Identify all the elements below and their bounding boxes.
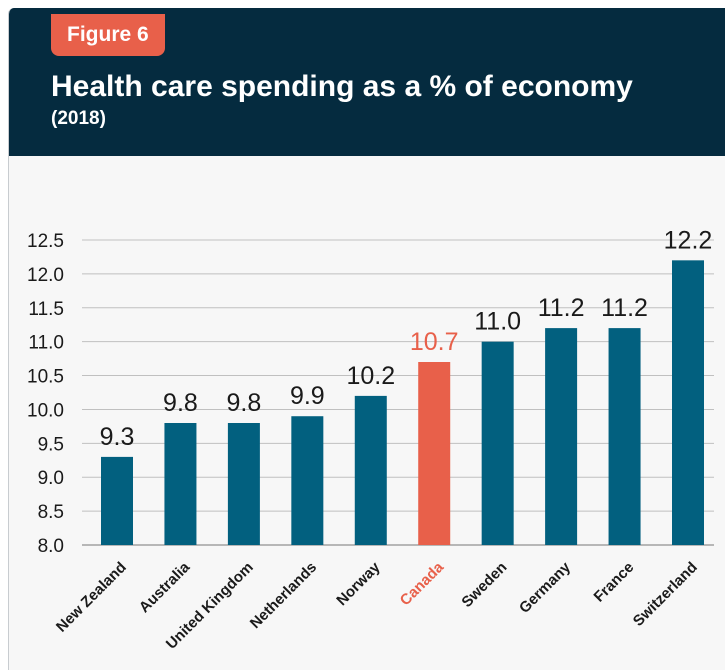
data-label: 10.7 <box>410 328 459 356</box>
y-tick-label: 12.5 <box>27 231 64 252</box>
bar <box>164 423 197 545</box>
bar <box>481 341 514 545</box>
y-tick-label: 10.5 <box>27 367 64 388</box>
figure-card: Figure 6 Health care spending as a % of … <box>8 8 725 670</box>
y-tick-label: 11.0 <box>28 333 64 354</box>
bar <box>101 456 133 545</box>
bar <box>545 328 578 545</box>
y-tick-label: 8.5 <box>38 502 64 523</box>
data-label: 9.8 <box>227 389 262 417</box>
y-tick-label: 9.0 <box>38 468 64 489</box>
figure-label-badge: Figure 6 <box>51 14 165 56</box>
y-tick-label: 9.5 <box>38 434 64 455</box>
data-label: 11.2 <box>601 294 648 322</box>
data-label: 9.3 <box>100 423 135 451</box>
bar <box>291 416 324 545</box>
x-tick-label: France <box>591 559 638 606</box>
data-label: 12.2 <box>664 226 713 254</box>
y-tick-label: 10.0 <box>27 400 64 421</box>
x-tick-label: Canada <box>397 558 448 609</box>
x-tick-label: Australia <box>136 558 194 616</box>
data-label: 9.9 <box>290 382 325 410</box>
bar <box>354 395 387 545</box>
x-tick-label: Switzerland <box>630 559 701 630</box>
data-label: 9.8 <box>163 389 198 417</box>
y-tick-label: 11.5 <box>28 299 64 320</box>
bar <box>608 328 641 545</box>
bar <box>672 260 704 545</box>
data-label: 10.2 <box>346 362 395 390</box>
data-label: 11.2 <box>538 294 585 322</box>
bar <box>227 423 260 545</box>
x-tick-label: Norway <box>333 558 384 609</box>
x-tick-label: Sweden <box>458 559 510 611</box>
x-tick-label: New Zealand <box>53 559 130 636</box>
y-tick-label: 8.0 <box>38 536 64 557</box>
figure-header: Figure 6 Health care spending as a % of … <box>9 8 725 156</box>
x-tick-label: Germany <box>516 558 574 616</box>
chart-title: Health care spending as a % of economy <box>51 70 633 103</box>
bar <box>418 362 451 545</box>
y-tick-label: 12.0 <box>27 265 64 286</box>
data-label: 11.0 <box>474 308 521 336</box>
x-tick-label: Netherlands <box>247 559 320 632</box>
chart-subtitle: (2018) <box>51 108 106 129</box>
